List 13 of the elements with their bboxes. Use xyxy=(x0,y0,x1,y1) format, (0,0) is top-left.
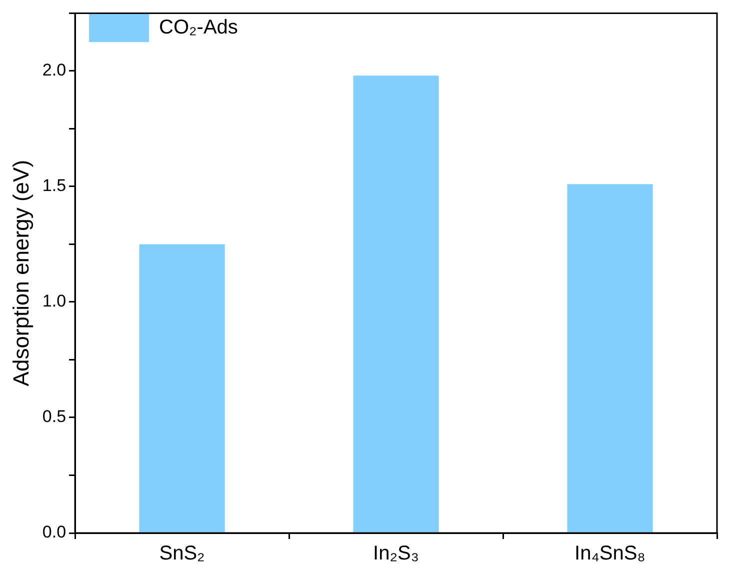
y-tick-label: 0.5 xyxy=(42,407,66,426)
y-tick-label: 1.0 xyxy=(42,292,66,311)
bar xyxy=(139,244,225,532)
x-tick-label: SnS₂ xyxy=(159,542,205,565)
y-tick-label: 0.0 xyxy=(42,522,66,542)
x-tick-label: In₄SnS₈ xyxy=(574,542,646,565)
legend-label: CO₂-Ads xyxy=(159,16,238,39)
y-tick-label: 1.5 xyxy=(42,176,66,196)
y-axis-title: Adsorption energy (eV) xyxy=(8,160,34,386)
y-tick-label: 2.0 xyxy=(42,60,66,80)
x-tick-label: In₂S₃ xyxy=(373,542,419,565)
bar xyxy=(567,184,653,532)
bar xyxy=(353,76,439,532)
